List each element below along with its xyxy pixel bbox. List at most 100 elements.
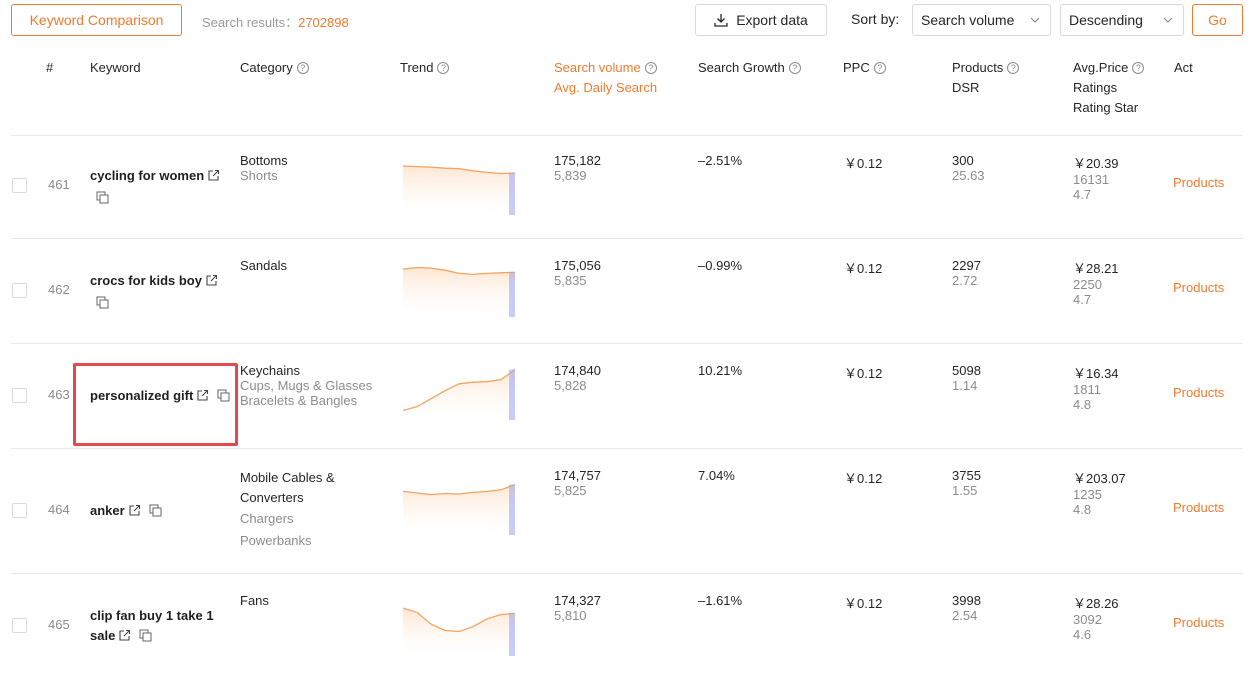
keyword-link[interactable]: cycling for women xyxy=(90,168,205,183)
category-primary[interactable]: Keychains xyxy=(240,363,300,378)
dsr-value: 25.63 xyxy=(952,168,985,183)
keyword-link[interactable]: crocs for kids boy xyxy=(90,273,202,288)
sort-by-select[interactable]: Search volume xyxy=(912,4,1051,36)
export-data-label: Export data xyxy=(736,12,808,28)
ratings-value: 1811 xyxy=(1073,382,1101,397)
search-growth-value: 7.04% xyxy=(698,468,735,483)
category-tertiary[interactable]: Bracelets & Bangles xyxy=(240,393,358,408)
price-cell: ￥28.26 3092 4.6 xyxy=(1073,593,1119,642)
table-row: 462 crocs for kids boy Sandals 175,056 5… xyxy=(11,239,1243,344)
row-checkbox[interactable] xyxy=(12,618,27,633)
price-cell: ￥28.21 2250 4.7 xyxy=(1073,258,1119,307)
category-secondary[interactable]: Shorts xyxy=(240,168,278,183)
search-volume-value: 174,327 xyxy=(554,593,601,608)
products-link[interactable]: Products xyxy=(1173,615,1225,630)
trend-latest-band xyxy=(509,484,515,535)
help-icon[interactable]: ? xyxy=(1007,62,1020,74)
dsr-value: 1.55 xyxy=(952,483,978,498)
keyword-link-continued[interactable]: sale xyxy=(90,628,116,643)
copy-icon[interactable] xyxy=(139,628,152,648)
column-trend[interactable]: Trend? xyxy=(400,58,450,78)
products-link[interactable]: Products xyxy=(1173,175,1225,190)
row-checkbox[interactable] xyxy=(12,283,27,298)
category-primary[interactable]: Bottoms xyxy=(240,153,288,168)
category-secondary[interactable]: Chargers xyxy=(240,511,294,526)
table-row: 461 cycling for women Bottoms Shorts 175… xyxy=(11,137,1243,239)
price-cell: ￥20.39 16131 4.7 xyxy=(1073,153,1119,202)
keyword-link[interactable]: anker xyxy=(90,503,125,518)
search-volume-value: 174,840 xyxy=(554,363,601,378)
search-growth-value: –0.99% xyxy=(698,258,743,273)
help-icon[interactable]: ? xyxy=(296,62,309,74)
category-cell: Bottoms Shorts xyxy=(240,153,390,183)
copy-icon[interactable] xyxy=(217,388,230,408)
products-cell: 300 25.63 xyxy=(952,153,985,183)
row-rank: 461 xyxy=(48,177,70,192)
ratings-value: 3092 xyxy=(1073,612,1102,627)
avg-daily-value: 5,810 xyxy=(554,608,587,623)
row-checkbox[interactable] xyxy=(12,178,27,193)
category-primary[interactable]: Mobile Cables & xyxy=(240,470,335,485)
external-link-icon[interactable] xyxy=(207,168,220,188)
external-link-icon[interactable] xyxy=(196,388,209,408)
help-icon[interactable]: ? xyxy=(873,62,886,74)
external-link-icon[interactable] xyxy=(128,503,141,523)
copy-icon[interactable] xyxy=(96,190,220,210)
row-rank: 465 xyxy=(48,617,70,632)
rating-star-value: 4.8 xyxy=(1073,502,1092,517)
keyword-link[interactable]: personalized gift xyxy=(90,388,194,403)
chevron-down-icon xyxy=(1030,17,1040,23)
dsr-value: 2.72 xyxy=(952,273,978,288)
category-secondary[interactable]: Cups, Mugs & Glasses xyxy=(240,378,373,393)
column-avg-price[interactable]: Avg.Price? Ratings Rating Star xyxy=(1073,58,1145,118)
category-cell: Mobile Cables & Converters Chargers Powe… xyxy=(240,468,390,552)
row-checkbox[interactable] xyxy=(12,503,27,518)
external-link-icon[interactable] xyxy=(118,628,131,648)
sort-order-select[interactable]: Descending xyxy=(1060,4,1184,36)
external-link-icon[interactable] xyxy=(205,273,218,293)
go-button[interactable]: Go xyxy=(1192,4,1243,36)
avg-daily-value: 5,825 xyxy=(554,483,587,498)
trend-sparkline xyxy=(403,368,516,420)
row-rank: 464 xyxy=(48,502,70,517)
products-link[interactable]: Products xyxy=(1173,385,1225,400)
ratings-value: 1235 xyxy=(1073,487,1102,502)
help-icon[interactable]: ? xyxy=(644,62,657,74)
help-icon[interactable]: ? xyxy=(1132,62,1145,74)
category-primary[interactable]: Fans xyxy=(240,593,269,608)
export-data-button[interactable]: Export data xyxy=(695,4,827,36)
column-category[interactable]: Category? xyxy=(240,58,309,78)
copy-icon[interactable] xyxy=(149,503,162,523)
help-icon[interactable]: ? xyxy=(437,62,450,74)
products-link[interactable]: Products xyxy=(1173,280,1225,295)
category-primary-continued[interactable]: Converters xyxy=(240,490,304,505)
category-tertiary[interactable]: Powerbanks xyxy=(240,533,312,548)
avg-daily-value: 5,839 xyxy=(554,168,587,183)
price-cell: ￥16.34 1811 4.8 xyxy=(1073,363,1119,412)
search-volume-cell: 175,182 5,839 xyxy=(554,153,601,183)
copy-icon[interactable] xyxy=(96,295,218,315)
sort-by-value: Search volume xyxy=(921,12,1015,28)
trend-latest-band xyxy=(509,172,515,215)
column-products[interactable]: Products? DSR xyxy=(952,58,1020,98)
category-primary[interactable]: Sandals xyxy=(240,258,287,273)
keyword-comparison-button[interactable]: Keyword Comparison xyxy=(11,4,182,36)
products-cell: 2297 2.72 xyxy=(952,258,981,288)
search-volume-cell: 174,327 5,810 xyxy=(554,593,601,623)
products-value: 3998 xyxy=(952,593,981,608)
price-cell: ￥203.07 1235 4.8 xyxy=(1073,468,1126,517)
products-value: 5098 xyxy=(952,363,981,378)
row-checkbox[interactable] xyxy=(12,388,27,403)
search-volume-value: 175,056 xyxy=(554,258,601,273)
search-results-label: Search results： xyxy=(202,15,299,30)
column-search-volume[interactable]: Search volume? Avg. Daily Search xyxy=(554,58,657,98)
trend-area xyxy=(403,484,515,535)
help-icon[interactable]: ? xyxy=(788,62,801,74)
products-link[interactable]: Products xyxy=(1173,500,1225,515)
column-ppc[interactable]: PPC? xyxy=(843,58,886,78)
column-search-growth[interactable]: Search Growth? xyxy=(698,58,801,78)
trend-sparkline xyxy=(403,483,516,535)
trend-line xyxy=(403,607,516,633)
search-results-count: 2702898 xyxy=(298,15,349,30)
keyword-link[interactable]: clip fan buy 1 take 1 xyxy=(90,608,214,623)
